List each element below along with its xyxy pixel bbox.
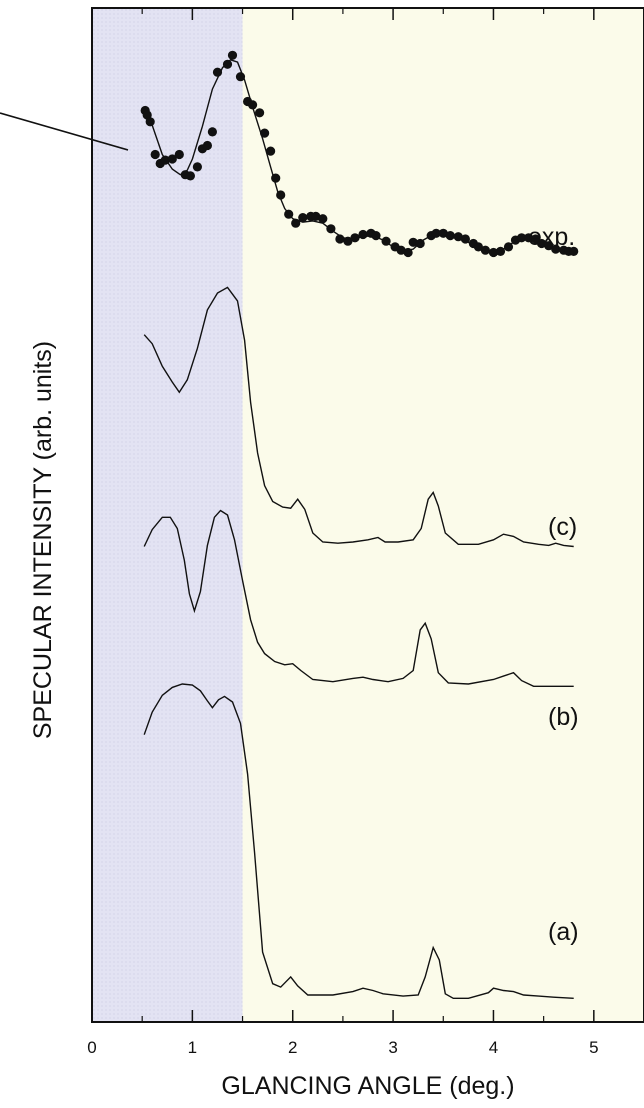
series-exp-point-30: [318, 214, 328, 224]
callout-line: [0, 112, 129, 151]
series-exp-point-57: [517, 233, 527, 243]
series-exp-point-14: [212, 67, 223, 77]
series-exp-point-54: [495, 246, 506, 256]
series-exp-point-62: [551, 244, 561, 254]
series-exp-point-34: [350, 233, 360, 243]
series-exp-point-55: [503, 242, 514, 252]
series-exp-point-25: [284, 209, 294, 219]
series-exp-point-46: [438, 228, 448, 238]
series-exp-point-7: [174, 149, 184, 160]
series-exp-point-41: [403, 247, 413, 258]
series-exp-point-20: [255, 108, 265, 118]
series-label-a: (a): [548, 918, 579, 946]
series-exp-point-24: [276, 190, 286, 200]
x-tick-label-5: 5: [589, 1038, 598, 1057]
series-exp-point-37: [371, 231, 381, 241]
series-exp-point-53: [488, 247, 499, 258]
series-exp-point-29: [311, 211, 321, 221]
series-a-line: [143, 683, 574, 999]
series-exp-point-12: [202, 140, 212, 151]
series-exp-point-10: [192, 162, 202, 172]
axis-ticks: 0 1 2 3 4 5: [87, 8, 599, 1057]
shaded-regions: [92, 8, 644, 1022]
series-exp-point-48: [453, 232, 463, 242]
series-exp-point-33: [343, 236, 353, 246]
series-exp-point-3: [150, 149, 160, 160]
series-exp-point-60: [537, 238, 547, 249]
series-label-b: (b): [548, 703, 579, 731]
series-labels: exp. (c) (b) (a): [528, 223, 579, 946]
y-axis-title: SPECULAR INTENSITY (arb. units): [29, 341, 57, 739]
series-exp-point-47: [445, 231, 455, 241]
series-exp-point-31: [326, 224, 336, 234]
series-exp-point-43: [415, 238, 425, 249]
series-exp-point-32: [335, 234, 345, 244]
series-exp-point-58: [524, 233, 534, 243]
series-exp-point-61: [544, 241, 554, 251]
series-exp-point-17: [235, 72, 246, 82]
series-exp-point-2: [145, 117, 155, 127]
series-exp-point-23: [271, 173, 281, 183]
series-exp-point-51: [473, 242, 483, 252]
series-exp-point-40: [396, 245, 406, 255]
x-tick-label-3: 3: [388, 1038, 397, 1057]
series-exp-point-9: [185, 171, 195, 181]
series-exp-point-13: [207, 127, 217, 137]
series-exp-point-16: [227, 50, 238, 60]
x-tick-label-1: 1: [188, 1038, 197, 1057]
series-exp-point-5: [160, 155, 170, 165]
series-exp-point-6: [167, 154, 177, 164]
series-label-exp: exp.: [528, 223, 575, 251]
x-tick-label-2: 2: [288, 1038, 297, 1057]
series-exp-point-27: [298, 213, 308, 223]
series-c-line: [143, 286, 574, 548]
series-exp-point-45: [431, 228, 441, 238]
series-exp-point-15: [222, 59, 233, 69]
series-exp-point-26: [291, 218, 301, 228]
series-exp-point-65: [569, 246, 579, 256]
angle-region-shading-high: [242, 8, 644, 1022]
series-exp-point-38: [381, 236, 391, 246]
series-exp-point-35: [358, 229, 368, 240]
series-exp-point-42: [408, 237, 418, 247]
series-exp-point-52: [480, 245, 490, 255]
series-b-line: [143, 509, 574, 687]
series-label-c: (c): [548, 513, 577, 541]
x-axis-title: GLANCING ANGLE (deg.): [221, 1072, 514, 1100]
angle-region-dot-texture: [92, 8, 243, 1022]
x-tick-label-0: 0: [87, 1038, 96, 1057]
x-tick-label-4: 4: [489, 1038, 498, 1057]
plot-frame: [91, 7, 644, 1023]
series-exp-point-21: [260, 128, 270, 138]
series-layer: [140, 50, 579, 999]
series-exp-point-49: [460, 234, 470, 244]
series-exp-point-19: [248, 100, 258, 110]
series-exp-point-22: [266, 146, 276, 156]
